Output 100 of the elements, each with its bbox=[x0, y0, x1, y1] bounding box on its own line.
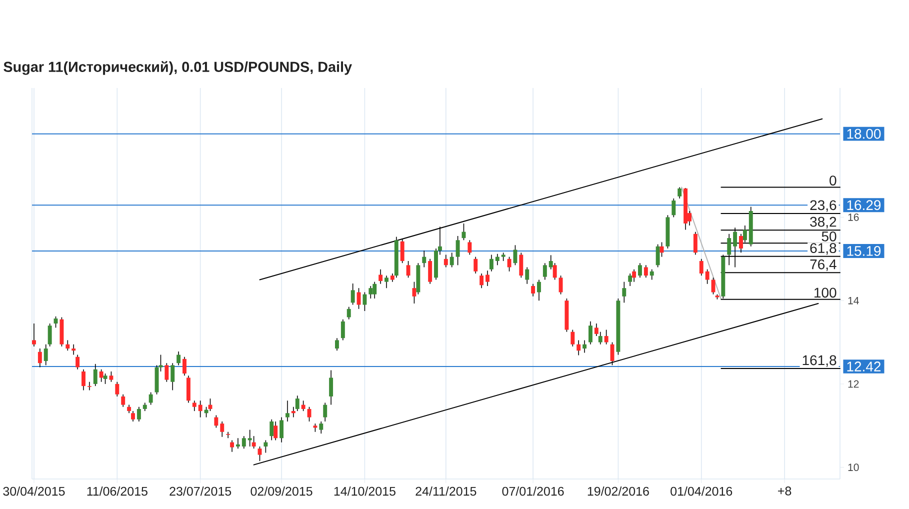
x-tick-label: 07/01/2016 bbox=[502, 486, 564, 496]
candlestick bbox=[340, 318, 345, 341]
x-tick-label: 02/09/2015 bbox=[250, 486, 312, 496]
candlestick bbox=[346, 306, 351, 320]
candlestick bbox=[576, 340, 581, 356]
ref-line-label: 16.29 bbox=[847, 200, 881, 210]
candlestick bbox=[598, 331, 602, 345]
candlestick bbox=[236, 438, 240, 449]
candlestick bbox=[582, 340, 587, 354]
series-label: 100 bbox=[814, 288, 836, 298]
candlestick bbox=[323, 402, 328, 422]
candlestick bbox=[672, 198, 676, 218]
candlestick bbox=[450, 252, 454, 268]
candlestick bbox=[264, 440, 268, 454]
candlestick bbox=[252, 436, 256, 449]
series-label: 0 bbox=[830, 176, 836, 186]
candlestick bbox=[148, 392, 153, 406]
candlestick bbox=[678, 186, 682, 199]
candlestick bbox=[699, 258, 704, 276]
candlestick bbox=[32, 323, 36, 347]
candlestick bbox=[519, 252, 524, 278]
candlestick bbox=[656, 244, 660, 268]
candlestick bbox=[248, 429, 252, 447]
candlestick bbox=[192, 400, 196, 412]
candlestick bbox=[115, 381, 120, 397]
candlestick bbox=[72, 344, 76, 356]
candlestick bbox=[274, 421, 278, 441]
y-tick-label: 10 bbox=[848, 464, 859, 472]
candlestick bbox=[362, 292, 367, 312]
candlestick bbox=[93, 364, 98, 386]
candlestick bbox=[48, 323, 52, 347]
candlestick bbox=[242, 436, 246, 449]
candlestick bbox=[542, 262, 547, 280]
candlestick bbox=[456, 236, 460, 266]
candlestick bbox=[220, 421, 224, 438]
candlestick bbox=[428, 258, 432, 284]
x-tick-label: 23/07/2015 bbox=[170, 486, 232, 496]
candlestick bbox=[164, 362, 169, 382]
x-tick-label: 11/06/2015 bbox=[87, 486, 148, 496]
chart-title: Sugar 11(Исторический), 0.01 USD/POUNDS, Daily bbox=[4, 61, 352, 75]
candlestick bbox=[307, 406, 312, 422]
candlestick bbox=[507, 256, 512, 272]
candlestick bbox=[525, 266, 530, 284]
candlestick bbox=[384, 275, 388, 288]
x-tick-label: +8 bbox=[778, 486, 792, 496]
candlestick bbox=[121, 394, 126, 408]
candlestick bbox=[226, 431, 230, 439]
candlestick bbox=[176, 351, 181, 366]
candlestick bbox=[468, 240, 472, 256]
series-label: 50 bbox=[822, 231, 836, 242]
y-tick-label: 14 bbox=[848, 296, 859, 304]
candlestick bbox=[350, 283, 355, 306]
candlestick bbox=[632, 268, 636, 282]
ref-line-label: 15.19 bbox=[847, 246, 881, 256]
series-label: 61,8 bbox=[810, 243, 836, 255]
candlestick bbox=[270, 418, 274, 441]
candlestick bbox=[109, 371, 114, 382]
candlestick bbox=[103, 373, 108, 384]
candlestick bbox=[335, 338, 339, 352]
candlestick bbox=[230, 440, 234, 452]
candlestick bbox=[319, 421, 324, 434]
candlestick bbox=[705, 268, 710, 284]
series-label: 38,2 bbox=[810, 216, 836, 228]
candlestick bbox=[650, 268, 654, 280]
y-tick-label: 12 bbox=[848, 380, 859, 388]
ref-line-label: 18.00 bbox=[847, 128, 881, 139]
candlestick bbox=[82, 368, 86, 391]
candlestick bbox=[400, 238, 404, 264]
candlestick bbox=[628, 273, 632, 286]
candlestick bbox=[622, 281, 626, 304]
candlestick bbox=[495, 254, 500, 266]
candlestick bbox=[182, 356, 186, 376]
y-tick-label: 16 bbox=[848, 214, 859, 221]
candlestick bbox=[644, 264, 648, 278]
candlestick bbox=[660, 242, 664, 258]
x-tick-label: 30/04/2015 bbox=[3, 486, 65, 496]
candlestick bbox=[570, 329, 575, 347]
candlestick bbox=[76, 354, 80, 370]
ref-line-label: 12.42 bbox=[847, 362, 881, 372]
candlestick bbox=[480, 273, 484, 288]
x-tick-label: 19/02/2016 bbox=[588, 486, 649, 496]
series-label: 161,8 bbox=[802, 355, 836, 367]
candlestick bbox=[131, 410, 135, 422]
candlestick bbox=[412, 281, 416, 304]
candlestick bbox=[280, 416, 284, 443]
x-tick-label: 01/04/2016 bbox=[670, 486, 732, 496]
candlestick bbox=[329, 370, 334, 406]
candlestick bbox=[170, 362, 175, 391]
candlestick bbox=[136, 406, 141, 422]
candlestick bbox=[214, 414, 218, 428]
candlestick bbox=[44, 344, 48, 366]
candlestick bbox=[285, 400, 290, 422]
candlestick bbox=[489, 254, 494, 272]
candlestick bbox=[406, 260, 410, 278]
candlestick bbox=[38, 348, 42, 368]
candlestick bbox=[531, 284, 536, 297]
candlestick bbox=[87, 381, 92, 391]
candlestick bbox=[258, 446, 262, 462]
x-tick-label: 14/10/2015 bbox=[334, 486, 396, 496]
candlestick bbox=[356, 288, 361, 310]
